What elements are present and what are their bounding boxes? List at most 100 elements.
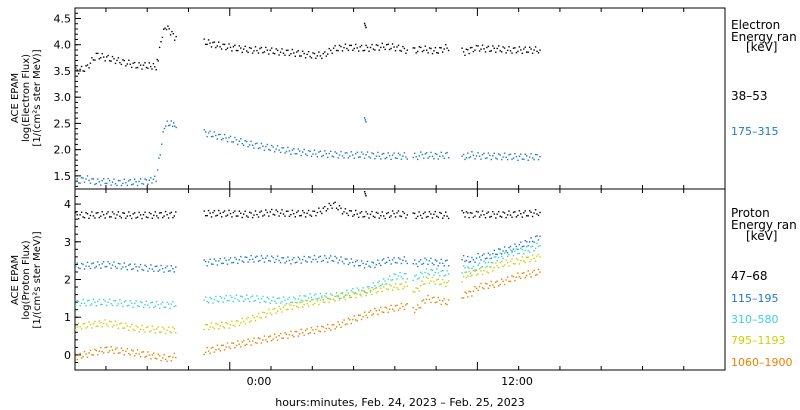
proton-point xyxy=(134,355,136,357)
proton-point xyxy=(506,252,509,254)
electron-point xyxy=(82,177,84,179)
proton-point xyxy=(387,211,389,214)
proton-point xyxy=(539,235,541,237)
proton-point xyxy=(365,211,367,213)
proton-point xyxy=(77,300,80,302)
proton-point xyxy=(246,294,248,296)
proton-point xyxy=(518,244,521,246)
proton-point xyxy=(419,306,422,309)
proton-point xyxy=(246,215,248,217)
proton-point xyxy=(505,250,507,252)
proton-point xyxy=(166,360,168,362)
proton-point xyxy=(529,251,531,253)
proton-point xyxy=(520,247,522,249)
electron-point xyxy=(437,158,439,160)
proton-point xyxy=(150,330,152,332)
electron-point xyxy=(219,133,221,136)
proton-point xyxy=(318,303,320,306)
electron-point xyxy=(265,145,267,148)
electron-point xyxy=(531,157,534,159)
proton-point xyxy=(337,262,339,264)
proton-point xyxy=(147,216,149,219)
proton-point xyxy=(514,263,516,265)
proton-point xyxy=(218,301,220,303)
proton-point xyxy=(372,215,375,217)
proton-point xyxy=(205,351,207,353)
electron-point xyxy=(274,53,276,55)
proton-point xyxy=(123,354,125,356)
proton-point xyxy=(94,217,96,219)
electron-point xyxy=(381,42,383,45)
proton-point xyxy=(331,260,333,262)
electron-point xyxy=(212,41,214,44)
proton-point xyxy=(216,264,219,266)
proton-point xyxy=(294,301,296,303)
electron-point xyxy=(325,153,327,155)
proton-point xyxy=(515,248,518,250)
electron-point xyxy=(266,49,268,51)
electron-point xyxy=(420,46,422,49)
electron-point xyxy=(299,150,301,152)
proton-point xyxy=(125,300,127,302)
proton-point xyxy=(160,264,162,267)
proton-point xyxy=(362,216,364,218)
electron-point xyxy=(527,51,529,53)
electron-point xyxy=(284,54,286,56)
electron-point xyxy=(495,51,497,53)
proton-point xyxy=(511,275,513,277)
proton-point xyxy=(275,302,277,304)
proton-ylabel-line-3: [1/(cm²s ster MeV)] xyxy=(32,231,43,328)
electron-point xyxy=(492,45,494,47)
proton-plot-area xyxy=(75,190,541,362)
proton-point xyxy=(490,280,492,283)
proton-point xyxy=(136,326,139,328)
proton-point xyxy=(412,290,414,293)
electron-point xyxy=(526,155,528,157)
proton-point xyxy=(167,326,170,328)
electron-point xyxy=(388,48,391,51)
proton-point xyxy=(119,299,121,301)
proton-y-tick-label: 2 xyxy=(64,274,71,287)
electron-point xyxy=(352,49,354,51)
proton-point xyxy=(399,271,401,274)
proton-point xyxy=(489,285,491,287)
electron-point xyxy=(531,52,534,54)
proton-point xyxy=(100,267,102,269)
proton-point xyxy=(260,317,263,319)
electron-point xyxy=(235,139,238,141)
proton-point xyxy=(144,211,146,213)
proton-point xyxy=(117,262,120,265)
proton-point xyxy=(471,274,473,277)
proton-point xyxy=(475,269,478,271)
electron-point xyxy=(415,156,417,158)
proton-series-1 xyxy=(75,201,541,220)
proton-y-tick-label: 1 xyxy=(64,311,71,324)
electron-y-tick-label: 1.5 xyxy=(54,170,72,183)
proton-point xyxy=(468,216,470,219)
proton-point xyxy=(92,298,95,301)
electron-point xyxy=(216,138,218,140)
proton-point xyxy=(250,296,252,298)
electron-point xyxy=(275,148,277,150)
proton-point xyxy=(443,215,445,217)
proton-point xyxy=(363,267,366,269)
proton-point xyxy=(531,215,534,218)
proton-point xyxy=(91,262,93,265)
proton-point xyxy=(537,268,540,271)
proton-point xyxy=(464,267,466,269)
proton-point xyxy=(434,301,436,304)
electron-point xyxy=(279,151,282,154)
proton-point xyxy=(465,276,468,279)
proton-point xyxy=(132,328,134,331)
electron-point xyxy=(167,124,170,127)
electron-point xyxy=(250,47,252,49)
proton-point xyxy=(469,212,472,214)
electron-point xyxy=(506,158,509,161)
proton-point xyxy=(400,276,403,278)
proton-point xyxy=(469,272,472,274)
proton-point xyxy=(436,301,438,303)
proton-point xyxy=(129,354,131,356)
proton-point xyxy=(126,215,128,217)
proton-point xyxy=(371,314,373,316)
electron-point xyxy=(291,48,294,51)
